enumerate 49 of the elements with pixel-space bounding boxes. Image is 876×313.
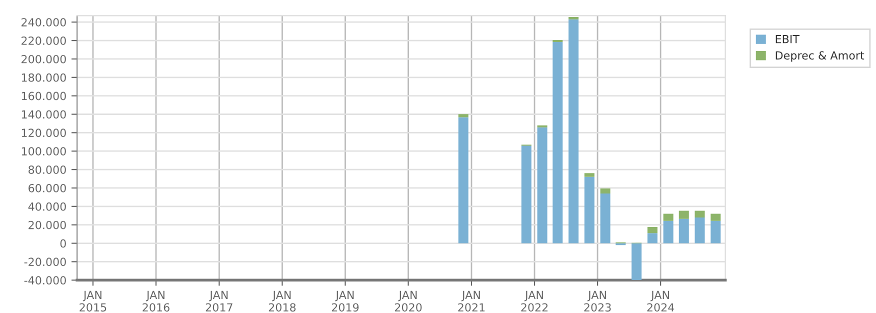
bar: [647, 233, 658, 244]
bar: [663, 220, 674, 244]
y-tick-label: 0: [60, 239, 66, 248]
y-tick-label: -20.000: [24, 258, 66, 266]
bar: [710, 214, 721, 221]
bar: [678, 218, 689, 244]
y-tick-label: 100.000: [22, 147, 66, 156]
y-tick-label: 160.000: [22, 92, 66, 100]
y-tick-label: 80.000: [28, 166, 66, 174]
bar: [458, 117, 468, 244]
bar: [694, 210, 705, 218]
y-tick-label: 20.000: [28, 220, 66, 230]
y-tick-label: -40.000: [24, 276, 66, 285]
bar: [552, 40, 563, 42]
bar: [600, 194, 610, 244]
bar: [647, 227, 658, 234]
y-tick-label: 240.000: [22, 18, 66, 26]
x-tick-label: JAN 2024: [647, 290, 674, 312]
y-tick-label: 120.000: [22, 128, 66, 138]
bar: [694, 218, 705, 244]
x-tick-label: JAN 2019: [332, 290, 359, 312]
bar: [552, 42, 563, 244]
y-tick-label: 60.000: [28, 184, 66, 192]
x-tick-label: JAN 2018: [268, 290, 296, 312]
bar: [537, 127, 548, 244]
y-tick-label: 180.000: [22, 73, 66, 82]
x-tick-label: JAN 2016: [142, 290, 170, 312]
bar: [632, 243, 642, 280]
legend-label: Deprec & Amort: [776, 51, 864, 62]
bar: [710, 220, 721, 244]
bar: [600, 188, 610, 194]
x-tick-label: JAN 2020: [394, 290, 422, 312]
x-tick-label: JAN 2021: [458, 290, 485, 312]
y-tick-label: 200.000: [22, 54, 66, 64]
x-tick-label: JAN 2022: [521, 290, 548, 312]
bar: [568, 19, 579, 244]
x-tick-label: JAN 2017: [206, 290, 232, 312]
bar: [663, 214, 674, 221]
bar: [678, 210, 689, 219]
y-tick-label: 220.000: [22, 36, 66, 45]
y-tick-label: 140.000: [22, 110, 66, 119]
bar: [584, 176, 594, 244]
legend-label: EBIT: [776, 35, 800, 44]
x-tick-label: JAN 2023: [584, 290, 611, 312]
bar: [584, 173, 594, 177]
bar: [458, 114, 468, 118]
y-tick-label: 40.000: [28, 202, 66, 211]
bar: [521, 146, 532, 244]
x-tick-label: JAN 2015: [80, 290, 106, 312]
